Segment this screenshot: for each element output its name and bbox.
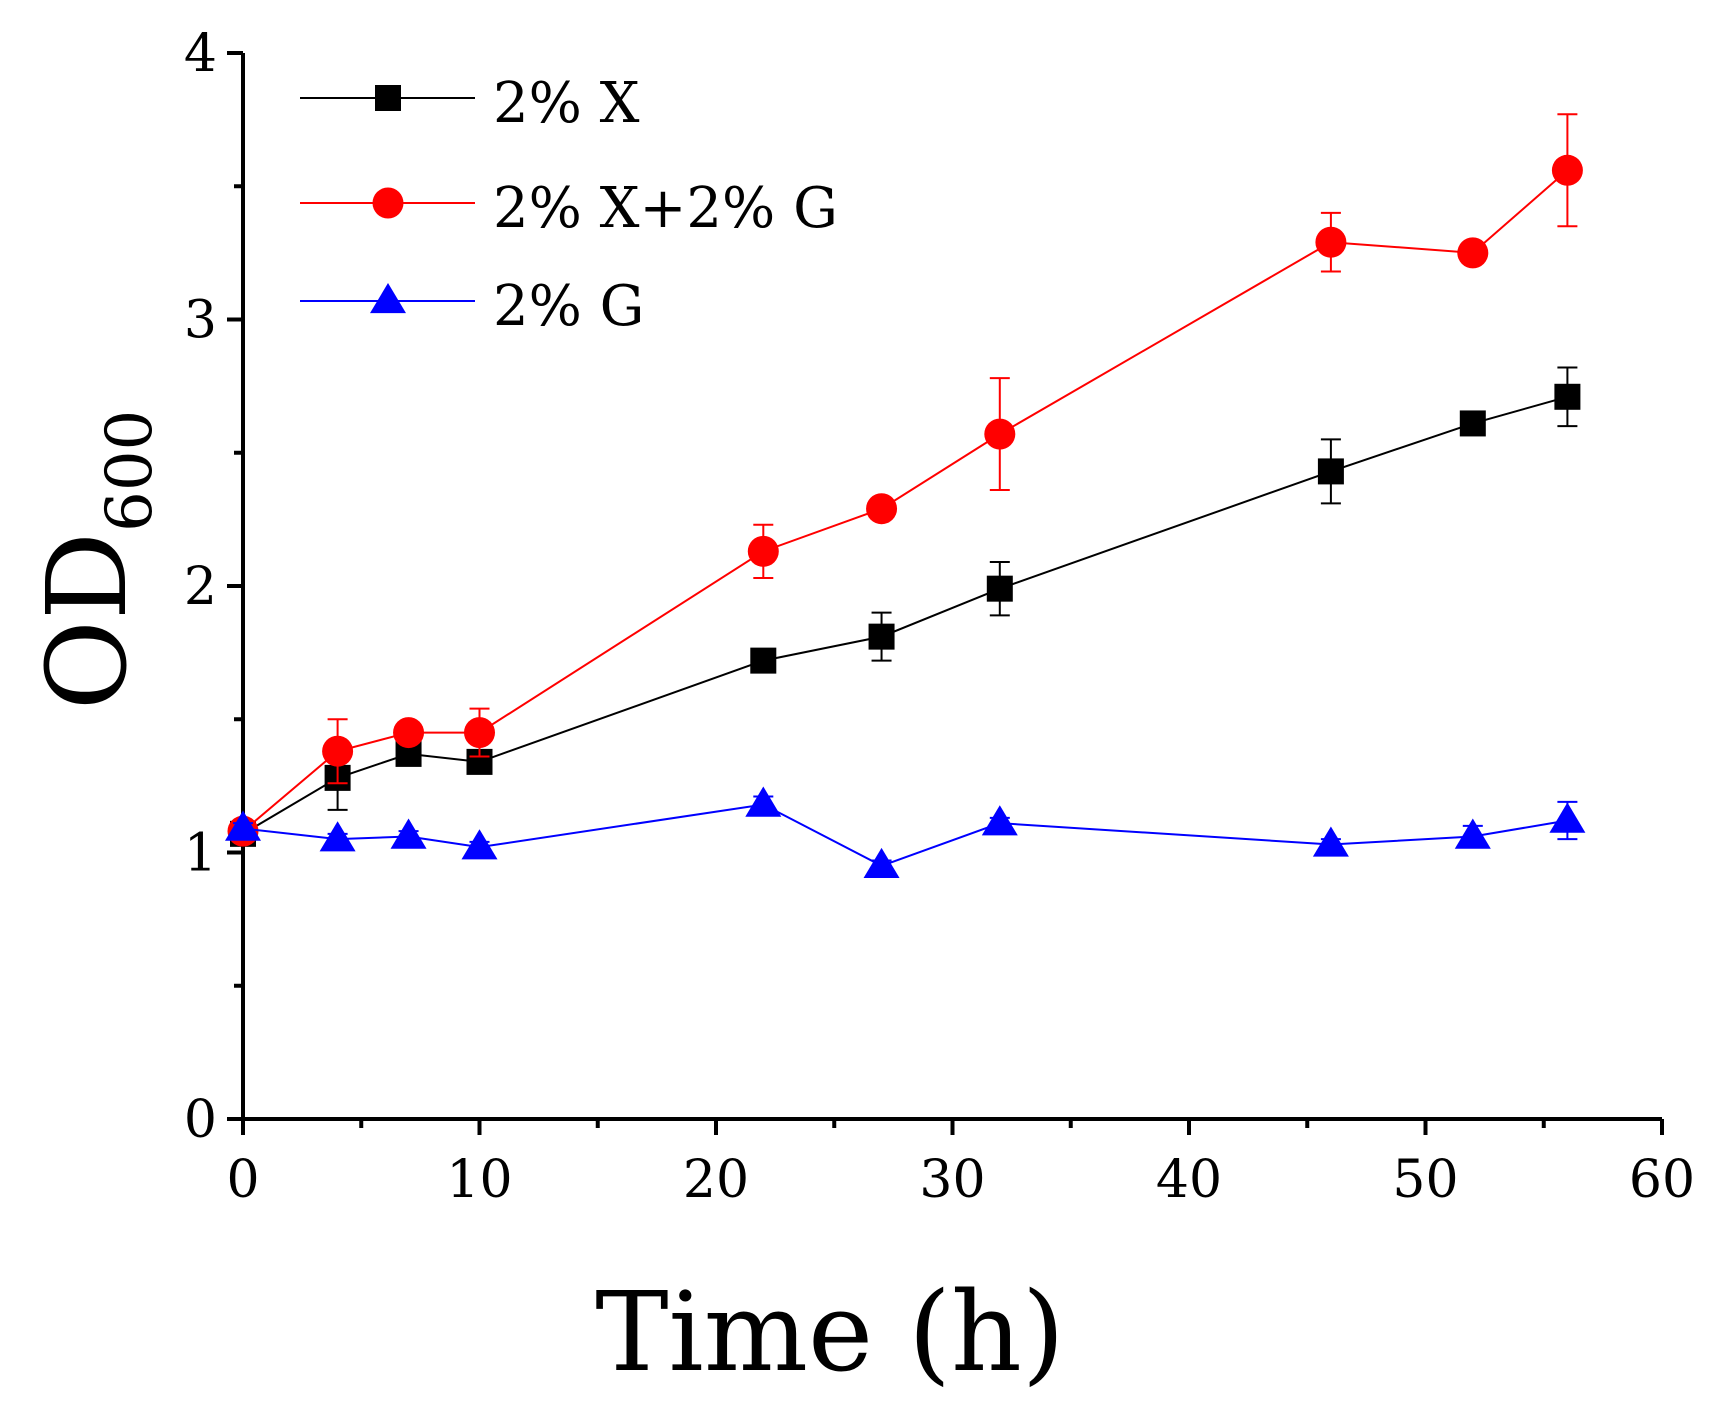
series-square xyxy=(230,366,1581,847)
series-line xyxy=(242,395,1568,835)
data-point-triangle xyxy=(225,810,261,841)
data-point-square xyxy=(868,623,895,650)
data-point-triangle xyxy=(370,283,406,314)
data-point-circle xyxy=(747,535,779,567)
data-point-triangle xyxy=(461,829,498,860)
data-point-triangle xyxy=(745,786,782,817)
series-layer xyxy=(225,113,1586,879)
x-tick-label: 60 xyxy=(1629,1150,1695,1210)
x-tick-label: 0 xyxy=(226,1150,259,1210)
axes-layer: 0 10 20 30 40 50 60 0 1 2 3 4 xyxy=(184,24,1695,1210)
series-line xyxy=(242,169,1569,832)
data-point-circle xyxy=(1315,226,1347,258)
x-axis-title: Time (h) xyxy=(595,1268,1065,1396)
legend-label: 2% X+2% G xyxy=(493,176,838,241)
data-point-square xyxy=(1459,410,1486,437)
series-line xyxy=(242,803,1568,867)
y-axis-title-subscript: 600 xyxy=(93,410,167,532)
x-tick-label: 20 xyxy=(683,1150,749,1210)
data-point-triangle xyxy=(1312,826,1349,857)
data-point-circle xyxy=(1551,154,1583,186)
series-triangle xyxy=(225,786,1586,879)
y-tick-label: 3 xyxy=(184,291,217,351)
y-axis-title-main: OD xyxy=(23,532,151,710)
legend-label: 2% G xyxy=(493,274,644,339)
series-circle xyxy=(227,113,1583,847)
x-tick-label: 50 xyxy=(1392,1150,1458,1210)
data-point-circle xyxy=(464,717,495,749)
x-tick-label: 30 xyxy=(919,1150,985,1210)
data-point-square xyxy=(750,647,777,674)
legend: 2% X 2% X+2% G 2% G xyxy=(300,71,838,339)
y-axis-title: OD600 xyxy=(23,410,167,711)
x-tick-label: 10 xyxy=(446,1150,512,1210)
data-point-circle xyxy=(372,187,404,219)
data-point-circle xyxy=(866,493,898,525)
data-point-square xyxy=(1554,383,1581,410)
data-point-square xyxy=(986,575,1013,602)
data-point-circle xyxy=(1457,237,1489,269)
data-point-triangle xyxy=(981,805,1018,836)
y-tick-label: 2 xyxy=(184,557,217,617)
data-point-circle xyxy=(322,735,354,767)
data-point-triangle xyxy=(1549,802,1586,833)
y-tick-label: 1 xyxy=(184,824,217,884)
legend-label: 2% X xyxy=(493,71,640,136)
data-point-square xyxy=(1317,458,1344,485)
data-point-circle xyxy=(984,418,1016,450)
y-tick-label: 0 xyxy=(184,1090,217,1150)
data-point-circle xyxy=(393,717,425,749)
x-tick-label: 40 xyxy=(1156,1150,1222,1210)
y-tick-label: 4 xyxy=(184,24,217,84)
data-point-triangle xyxy=(1454,818,1491,849)
data-point-triangle xyxy=(863,847,900,879)
data-point-square xyxy=(375,85,401,111)
data-point-triangle xyxy=(390,818,427,849)
data-point-triangle xyxy=(319,821,356,852)
